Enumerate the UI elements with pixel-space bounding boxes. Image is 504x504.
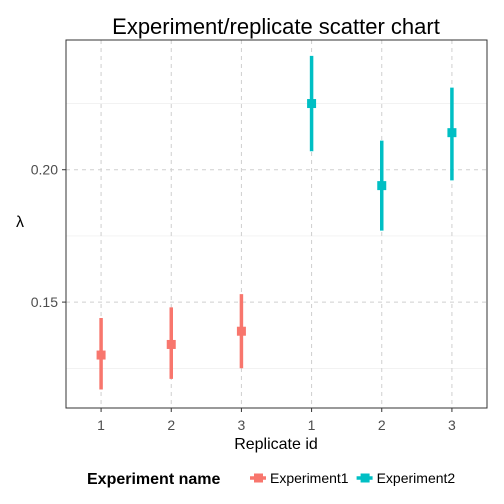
x-tick-label: 1 [97,417,105,433]
legend-title: Experiment name [87,471,220,488]
legend-key-marker [254,473,263,483]
x-tick-label: 2 [167,417,175,433]
series-experiment2 [307,55,457,231]
legend-item: Experiment1 [250,470,349,486]
data-point [377,181,387,191]
y-tick-label: 0.20 [31,162,58,178]
chart-title: Experiment/replicate scatter chart [112,14,440,39]
panel-border [65,39,488,409]
data-point [96,350,106,360]
data-point [307,99,317,109]
legend-item: Experiment2 [356,470,456,486]
series-layer [96,55,457,390]
x-tick-label: 3 [238,417,246,433]
grid [66,40,487,408]
x-axis-title: Replicate id [234,436,318,453]
x-tick-label: 3 [448,417,456,433]
y-axis-title: λ [16,214,24,231]
data-point [447,128,457,138]
legend-label: Experiment1 [270,470,349,486]
data-point [236,326,246,336]
y-tick-label: 0.15 [31,294,58,310]
data-point [166,339,176,349]
legend-label: Experiment2 [377,470,456,486]
legend-key-marker [360,473,370,483]
x-tick-label: 1 [308,417,316,433]
y-axis: 0.15 0.20 [31,162,66,310]
legend: Experiment name Experiment1 Experiment2 [87,470,455,488]
x-tick-label: 2 [378,417,386,433]
x-axis: 1 2 3 1 2 3 [97,408,456,433]
series-experiment1 [96,294,246,390]
